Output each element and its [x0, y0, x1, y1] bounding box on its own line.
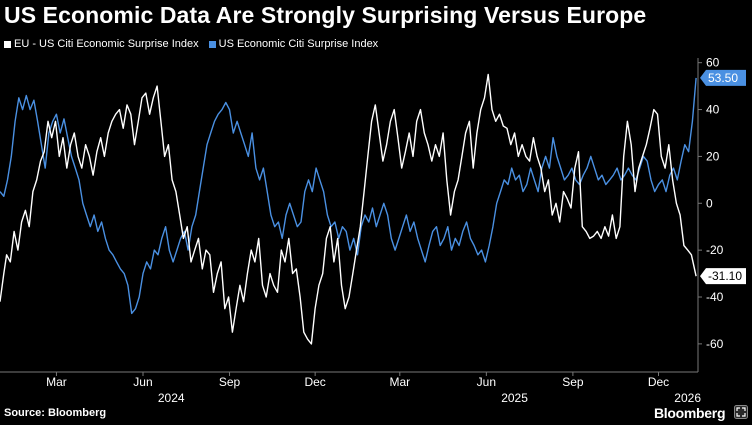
series-line-eu-us — [0, 73, 697, 345]
x-year-label: 2025 — [501, 391, 528, 405]
legend-item-eu-us: EU - US Citi Economic Surprise Index — [4, 38, 199, 50]
legend-item-us: US Economic Citi Surprise Index — [208, 38, 379, 50]
y-tick-label: -40 — [706, 290, 724, 304]
chart-legend: EU - US Citi Economic Surprise Index US … — [4, 38, 378, 50]
source-note: Source: Bloomberg — [4, 407, 107, 419]
x-tick-label: Sep — [219, 375, 241, 389]
y-tick-label: -60 — [706, 337, 724, 351]
legend-label-us: US Economic Citi Surprise Index — [218, 38, 379, 50]
x-tick-label: Sep — [562, 375, 584, 389]
legend-label-eu-us: EU - US Citi Economic Surprise Index — [14, 38, 199, 50]
last-value-label: 53.50 — [708, 71, 738, 85]
chart-title: US Economic Data Are Strongly Surprising… — [4, 2, 647, 28]
y-tick-label: 0 — [706, 196, 713, 210]
x-tick-label: Mar — [46, 375, 67, 389]
y-tick-label: -20 — [706, 243, 724, 257]
last-value-label: -31.10 — [708, 269, 742, 283]
last-value-tag — [700, 268, 746, 285]
x-year-label: 2024 — [158, 391, 185, 405]
legend-swatch-us — [208, 40, 216, 48]
y-tick-label: 40 — [706, 103, 720, 117]
legend-swatch-eu-us — [4, 40, 11, 48]
series-line-us — [0, 77, 697, 315]
last-value-tag — [700, 69, 746, 86]
x-tick-label: Jun — [133, 375, 152, 389]
expand-icon[interactable] — [734, 405, 748, 419]
bloomberg-logo: Bloomberg — [654, 405, 726, 421]
y-tick-label: 20 — [706, 149, 720, 163]
x-tick-label: Jun — [477, 375, 496, 389]
x-tick-label: Dec — [304, 375, 325, 389]
y-tick-label: 60 — [706, 56, 720, 70]
x-tick-label: Dec — [648, 375, 669, 389]
x-tick-label: Mar — [389, 375, 410, 389]
x-year-label: 2026 — [674, 391, 701, 405]
